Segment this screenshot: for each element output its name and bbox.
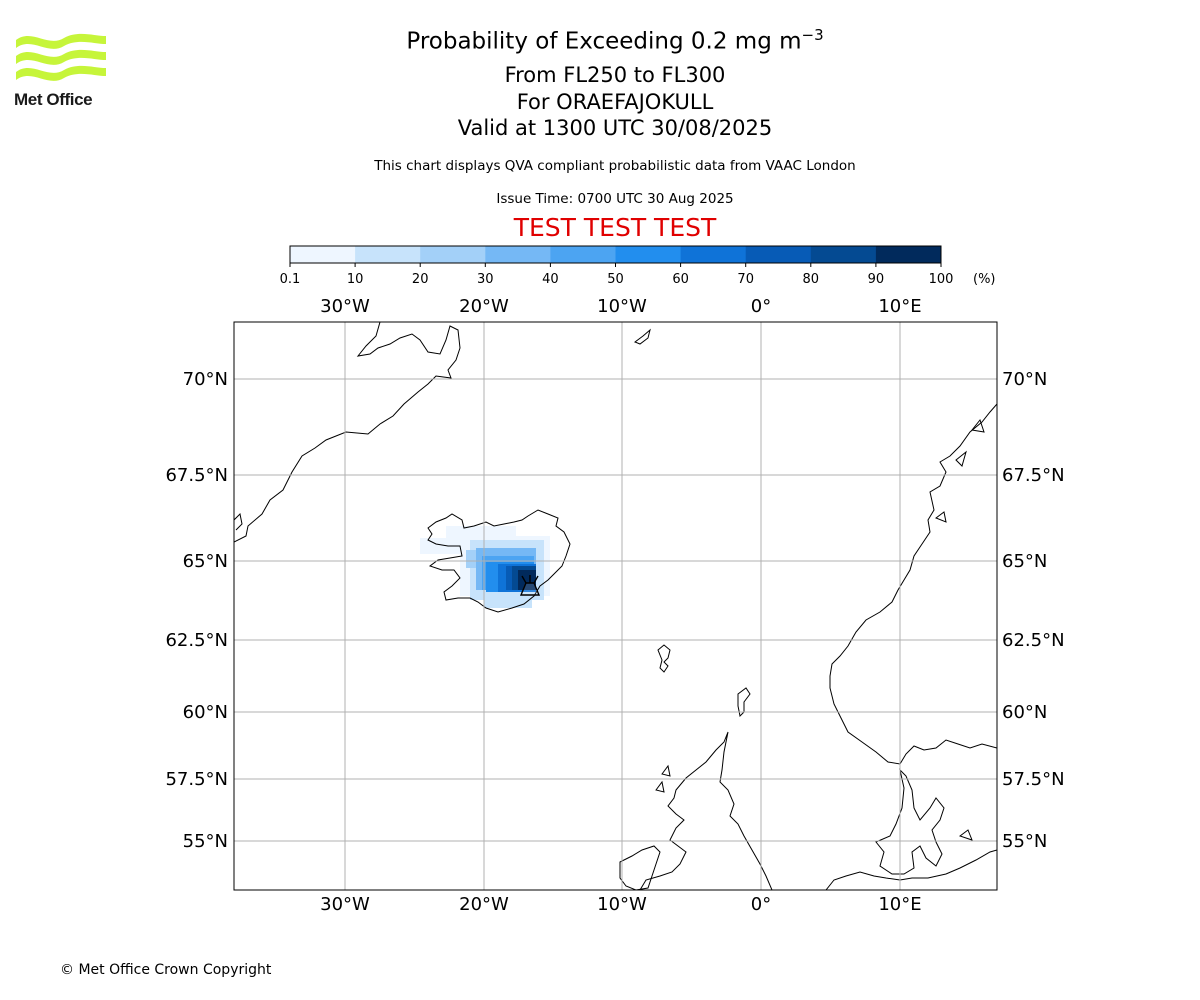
lon-label: 10°E: [878, 894, 921, 915]
colorbar-tick-label: 40: [542, 272, 559, 287]
lat-label: 57.5°N: [1002, 769, 1065, 790]
colorbar-cell: [875, 246, 942, 263]
colorbar-tick-label: 70: [737, 272, 754, 287]
colorbar-tick-label: 90: [868, 272, 885, 287]
gridlines: [234, 322, 997, 890]
lat-label: 62.5°N: [1002, 630, 1065, 651]
lat-label: 70°N: [1002, 369, 1047, 390]
lon-label: 0°: [751, 296, 771, 317]
colorbar-cell: [355, 246, 421, 263]
greenland-coast: [234, 322, 461, 543]
lon-label: 10°W: [597, 894, 647, 915]
colorbar-tick-label: 30: [477, 272, 494, 287]
flight-levels: From FL250 to FL300: [504, 63, 726, 87]
chart-description: This chart displays QVA compliant probab…: [374, 158, 856, 174]
colorbar-cell: [550, 246, 616, 263]
colorbar-tick-label: 0.1: [280, 272, 301, 287]
valid-time: Valid at 1300 UTC 30/08/2025: [457, 116, 773, 140]
colorbar-unit: (%): [973, 272, 996, 287]
copyright: © Met Office Crown Copyright: [60, 962, 272, 978]
test-banner: TEST TEST TEST: [513, 213, 717, 242]
title-main: Probability of Exceeding 0.2 mg m: [406, 28, 802, 55]
colorbar-tick-label: 80: [803, 272, 820, 287]
lat-label: 65°N: [1002, 551, 1047, 572]
lon-label: 30°W: [320, 894, 370, 915]
colorbar-cell: [485, 246, 551, 263]
met-office-waves-icon: [16, 33, 106, 81]
volcano-name: For ORAEFAJOKULL: [516, 90, 714, 114]
colorbar-cell: [615, 246, 682, 263]
lon-label: 10°W: [597, 296, 647, 317]
ireland-coast: [619, 845, 661, 890]
shetland-coast: [737, 687, 751, 718]
norway-coast: [829, 403, 997, 765]
colorbar-cell: [680, 246, 747, 263]
colorbar-cell: [290, 246, 356, 263]
latitude-labels-left: 70°N 67.5°N 65°N 62.5°N 60°N 57.5°N 55°N: [165, 369, 228, 852]
lon-label: 10°E: [878, 296, 921, 317]
lat-label: 57.5°N: [165, 769, 228, 790]
colorbar-tick-label: 60: [672, 272, 689, 287]
issue-time: Issue Time: 0700 UTC 30 Aug 2025: [496, 191, 734, 207]
jan-mayen-coast: [633, 328, 651, 345]
volcano-icon: [519, 575, 541, 596]
lat-label: 67.5°N: [1002, 465, 1065, 486]
great-britain-coast: [639, 731, 773, 890]
colorbar-tick-label: 100: [929, 272, 954, 287]
lat-label: 60°N: [183, 702, 228, 723]
coastlines: [234, 322, 997, 890]
lat-label: 62.5°N: [165, 630, 228, 651]
denmark-coast: [875, 768, 945, 875]
lon-label: 20°W: [459, 894, 509, 915]
map-area: [233, 321, 998, 891]
logo-text: Met Office: [14, 90, 93, 109]
lat-label: 65°N: [183, 551, 228, 572]
lon-label: 30°W: [320, 296, 370, 317]
longitude-labels-bottom: 30°W 20°W 10°W 0° 10°E: [320, 894, 921, 915]
ash-probability-plume: [420, 526, 550, 608]
colorbar: 0.1 10 20 30 40 50 60 70 80 90 100 (%): [280, 245, 996, 287]
faroe-islands-coast: [657, 644, 671, 673]
chart-title: Probability of Exceeding 0.2 mg m−3: [315, 26, 915, 55]
lat-label: 60°N: [1002, 702, 1047, 723]
colorbar-cell: [810, 246, 877, 263]
title-unit-exponent: −3: [801, 26, 824, 44]
met-office-logo: Met Office: [14, 30, 108, 112]
colorbar-cell: [745, 246, 812, 263]
colorbar-tick-label: 50: [607, 272, 624, 287]
lon-label: 0°: [751, 894, 771, 915]
lat-label: 55°N: [1002, 831, 1047, 852]
lat-label: 55°N: [183, 831, 228, 852]
longitude-labels-top: 30°W 20°W 10°W 0° 10°E: [320, 296, 921, 317]
colorbar-tick-label: 20: [412, 272, 429, 287]
colorbar-tick-label: 10: [347, 272, 364, 287]
lat-label: 70°N: [183, 369, 228, 390]
north-europe-coast: [825, 849, 997, 890]
lon-label: 20°W: [459, 296, 509, 317]
colorbar-cell: [420, 246, 486, 263]
latitude-labels-right: 70°N 67.5°N 65°N 62.5°N 60°N 57.5°N 55°N: [1002, 369, 1065, 852]
lat-label: 67.5°N: [165, 465, 228, 486]
